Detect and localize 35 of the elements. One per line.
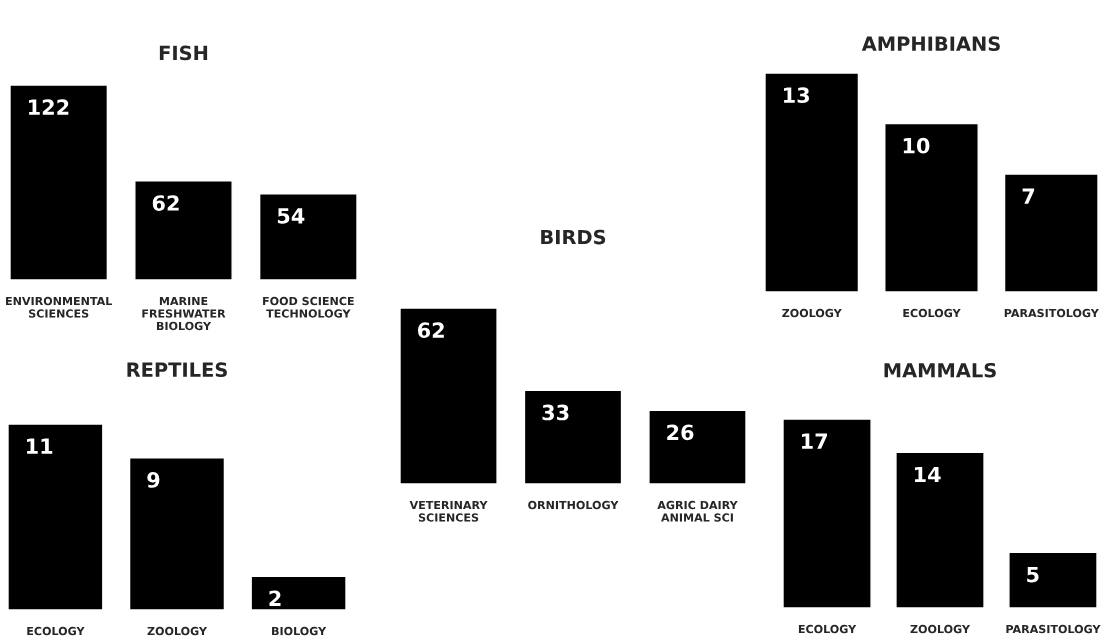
chart-title: FISH	[159, 45, 208, 61]
data-label: 17	[802, 433, 827, 449]
data-label: 26	[667, 424, 694, 441]
x-tick-label: ENVIRONMENTAL SCIENCES	[6, 296, 113, 318]
x-tick-label: BIOLOGY	[272, 626, 327, 636]
data-label: 2	[269, 590, 281, 606]
data-label: 7	[1022, 188, 1035, 204]
x-tick-label: AGRIC DAIRY ANIMAL SCI	[657, 500, 738, 522]
x-tick-label: PARASITOLOGY	[1006, 624, 1101, 634]
data-label: 62	[417, 322, 444, 339]
data-label: 122	[29, 99, 69, 115]
data-label: 10	[903, 137, 930, 154]
x-tick-label: ZOOLOGY	[147, 626, 208, 636]
x-tick-label: ZOOLOGY	[782, 308, 842, 318]
data-label: 54	[277, 208, 305, 224]
data-label: 9	[147, 472, 160, 488]
chart-title: REPTILES	[127, 362, 227, 378]
data-label: 62	[152, 195, 179, 211]
x-tick-label: ECOLOGY	[903, 308, 961, 318]
data-label: 11	[27, 438, 53, 454]
chart-title: AMPHIBIANS	[861, 36, 1000, 52]
x-tick-label: ECOLOGY	[798, 624, 857, 634]
x-tick-label: ECOLOGY	[27, 626, 85, 636]
x-tick-label: MARINE FRESHWATER BIOLOGY	[142, 297, 226, 331]
data-label: 33	[542, 404, 569, 421]
x-tick-label: PARASITOLOGY	[1004, 308, 1099, 318]
chart-title: BIRDS	[541, 229, 606, 245]
chart-title: MAMMALS	[884, 362, 996, 378]
data-label: 13	[784, 87, 809, 104]
data-label: 14	[914, 466, 941, 483]
x-tick-label: ZOOLOGY	[910, 624, 971, 634]
x-tick-label: VETERINARY SCIENCES	[409, 501, 488, 522]
x-tick-label: ORNITHOLOGY	[528, 500, 619, 510]
data-label: 5	[1027, 566, 1039, 583]
x-tick-label: FOOD SCIENCE TECHNOLOGY	[263, 296, 354, 318]
